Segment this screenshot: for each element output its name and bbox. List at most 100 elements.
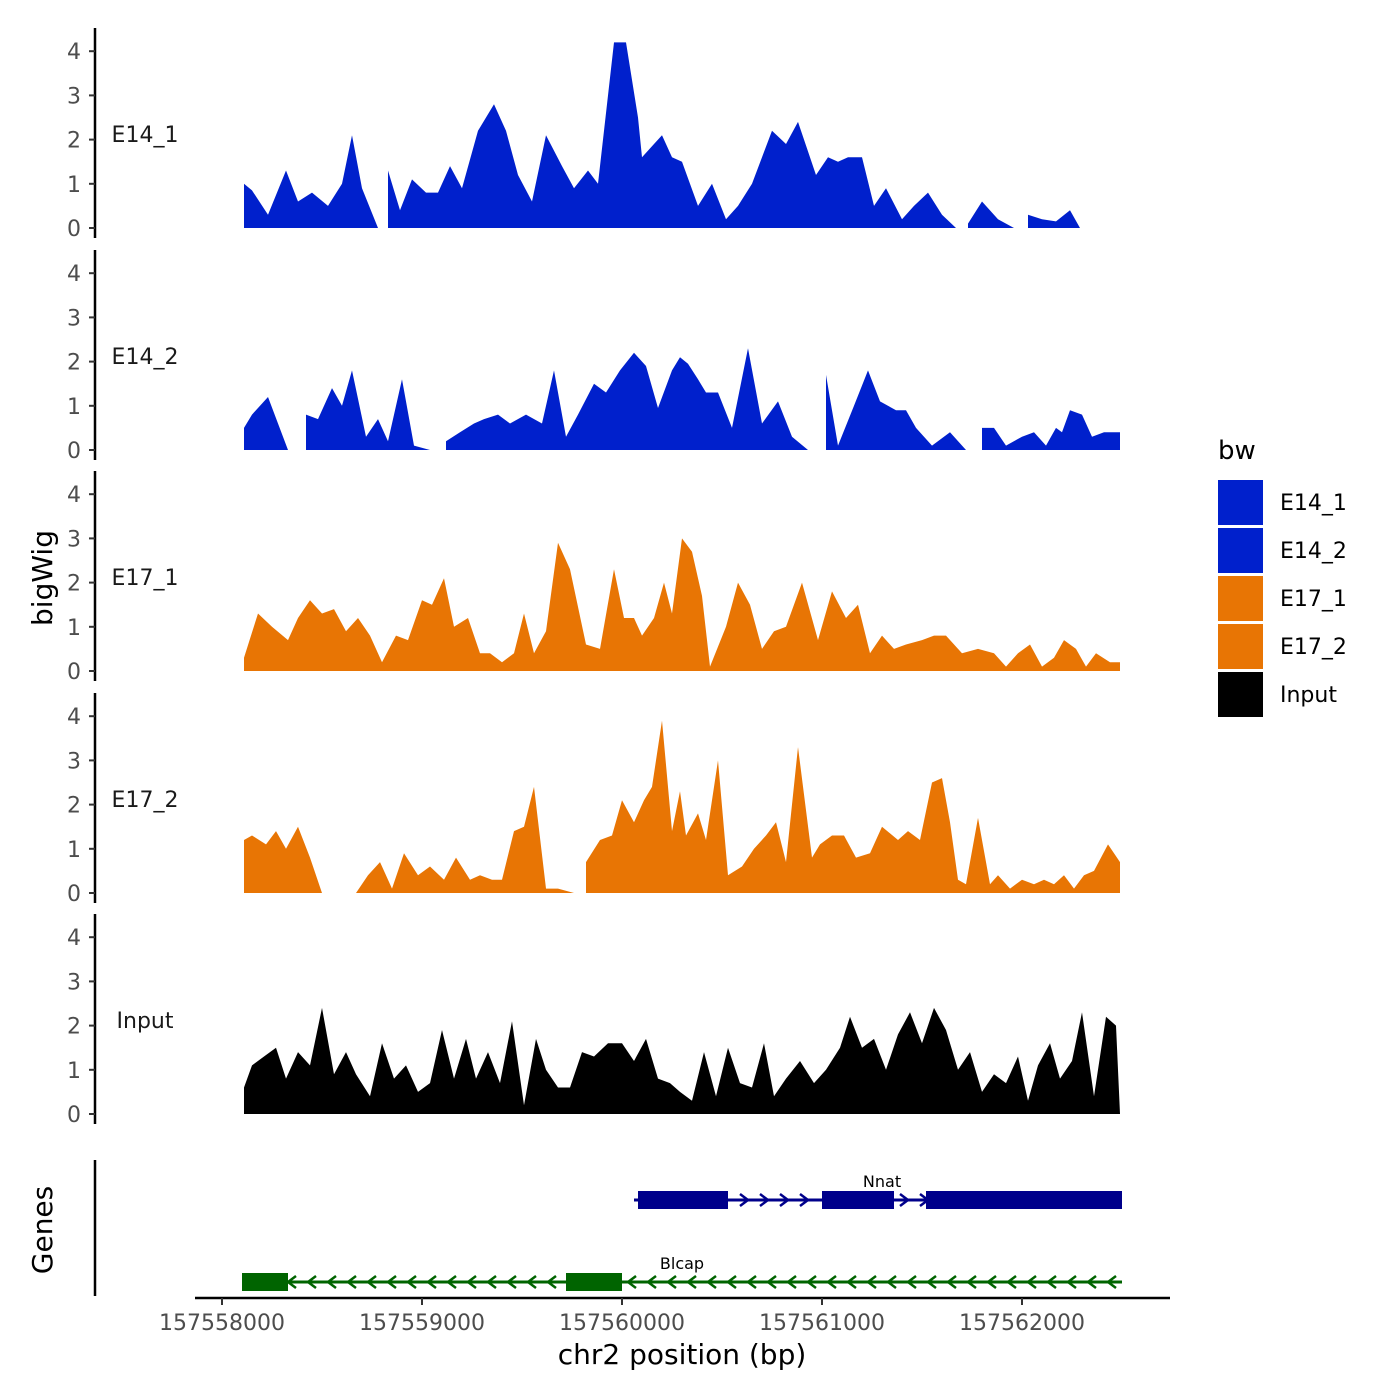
exon: [822, 1191, 862, 1209]
exon: [242, 1273, 288, 1291]
track-E17_1: 0 1 2 3 4 E17_1: [67, 471, 1120, 685]
y-tick-label: 0: [67, 217, 81, 242]
y-tick-label: 2: [67, 351, 81, 376]
strand-arrow: [779, 1193, 791, 1207]
strand-arrow: [745, 1275, 757, 1289]
x-axis-title: chr2 position (bp): [558, 1338, 807, 1371]
legend-swatch-E14_1: [1218, 480, 1263, 525]
gene-Nnat: Nnat: [634, 1172, 1122, 1209]
gene-Blcap: Blcap: [242, 1254, 1122, 1291]
strand-arrow: [685, 1275, 697, 1289]
gene-annotation-panel: Nnat Blcap: [93, 1160, 1122, 1296]
strand-arrow: [845, 1275, 857, 1289]
strand-arrow: [645, 1275, 657, 1289]
y-axis-title: bigWig: [26, 530, 59, 626]
strand-arrow: [505, 1275, 517, 1289]
x-tick-label: 157562000: [959, 1311, 1085, 1336]
y-tick-label: 4: [67, 40, 81, 65]
y-tick-label: 1: [67, 838, 81, 863]
y-tick-label: 1: [67, 395, 81, 420]
y-tick-label: 1: [67, 173, 81, 198]
x-tick-label: 157559000: [359, 1311, 485, 1336]
strand-arrow: [385, 1275, 397, 1289]
y-tick-label: 4: [67, 483, 81, 508]
strand-arrow: [905, 1275, 917, 1289]
strand-arrow: [725, 1275, 737, 1289]
track-E14_2: 0 1 2 3 4 E14_2: [67, 250, 1120, 464]
y-tick-label: 3: [67, 749, 81, 774]
y-tick-label: 2: [67, 572, 81, 597]
x-tick-label: 157560000: [559, 1311, 685, 1336]
coverage-area-E17_2: [244, 720, 1120, 893]
strand-arrow: [405, 1275, 417, 1289]
strand-arrow: [1065, 1275, 1077, 1289]
exon: [862, 1191, 894, 1209]
strand-arrow: [705, 1275, 717, 1289]
exon: [638, 1191, 674, 1209]
y-tick-label: 2: [67, 129, 81, 154]
strand-arrow: [1045, 1275, 1057, 1289]
y-tick-label: 2: [67, 794, 81, 819]
y-tick-label: 0: [67, 1103, 81, 1128]
track-Input: 0 1 2 3 4 Input: [67, 914, 1120, 1128]
y-tick-label: 2: [67, 1015, 81, 1040]
y-tick-label: 4: [67, 262, 81, 287]
gene-name-label: Blcap: [660, 1254, 704, 1273]
legend-label-E14_1: E14_1: [1280, 491, 1347, 516]
x-tick-label: 157558000: [159, 1311, 285, 1336]
legend-label-Input: Input: [1280, 683, 1337, 708]
strand-arrow: [625, 1275, 637, 1289]
legend-swatch-E17_2: [1218, 624, 1263, 669]
legend-label-E17_2: E17_2: [1280, 635, 1347, 660]
legend-label-E17_1: E17_1: [1280, 587, 1347, 612]
strand-arrow: [945, 1275, 957, 1289]
y-tick-label: 3: [67, 970, 81, 995]
coverage-area-E14_2: [244, 348, 1120, 450]
strand-arrow: [365, 1275, 377, 1289]
strand-arrow: [865, 1275, 877, 1289]
y-tick-label: 1: [67, 1059, 81, 1084]
strand-arrow: [825, 1275, 837, 1289]
strand-arrow: [305, 1275, 317, 1289]
strand-arrow: [739, 1193, 751, 1207]
y-tick-label: 0: [67, 882, 81, 907]
track-label: E17_2: [112, 788, 179, 813]
track-label: E14_1: [112, 123, 179, 148]
track-label: E14_2: [112, 345, 179, 370]
strand-arrow: [525, 1275, 537, 1289]
strand-arrow: [1085, 1275, 1097, 1289]
coverage-area-Input: [244, 1007, 1120, 1114]
legend-title: bw: [1218, 436, 1256, 466]
track-E14_1: 0 1 2 3 4 E14_1: [67, 28, 1120, 242]
coverage-area-E17_1: [244, 538, 1120, 671]
legend-label-E14_2: E14_2: [1280, 539, 1347, 564]
x-tick-label: 157561000: [759, 1311, 885, 1336]
y-tick-label: 0: [67, 439, 81, 464]
strand-arrow: [785, 1275, 797, 1289]
legend-swatch-E17_1: [1218, 576, 1263, 621]
y-tick-label: 3: [67, 84, 81, 109]
x-axis: 157558000 157559000 157560000 157561000 1575…: [159, 1296, 1170, 1336]
strand-arrow: [1025, 1275, 1037, 1289]
strand-arrow: [425, 1275, 437, 1289]
strand-arrow: [765, 1275, 777, 1289]
y-tick-label: 1: [67, 616, 81, 641]
strand-arrow: [885, 1275, 897, 1289]
strand-arrow: [805, 1275, 817, 1289]
y-tick-label: 3: [67, 527, 81, 552]
track-label: E17_1: [112, 566, 179, 591]
strand-arrow: [545, 1275, 557, 1289]
y-tick-label: 3: [67, 306, 81, 331]
strand-arrow: [1005, 1275, 1017, 1289]
strand-arrow: [1105, 1275, 1117, 1289]
strand-arrow: [985, 1275, 997, 1289]
y-tick-label: 0: [67, 660, 81, 685]
exon: [674, 1191, 728, 1209]
coverage-tracks: 0 1 2 3 4 E14_1 0 1 2 3 4 E14_2 0 1 2 3 4 E17_1 0 1 2 3 4 E17_2…: [67, 28, 1120, 1128]
strand-arrow: [465, 1275, 477, 1289]
strand-arrow: [925, 1275, 937, 1289]
track-label: Input: [117, 1009, 174, 1034]
exon: [566, 1273, 622, 1291]
coverage-area-E14_1: [244, 42, 1120, 229]
